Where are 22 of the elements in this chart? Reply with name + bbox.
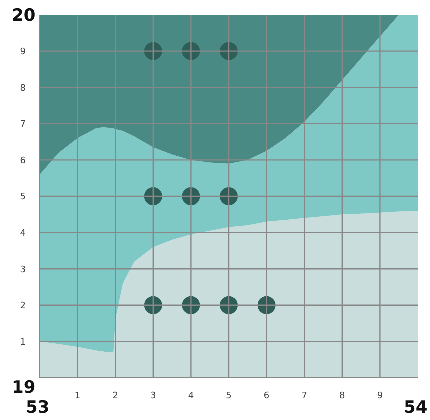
text: 53: [26, 398, 50, 418]
y-tick-label: 8: [20, 84, 26, 94]
x-tick-label: 4: [188, 391, 194, 402]
y-tick-label: 6: [20, 156, 26, 166]
y-tick-label: 1: [20, 338, 26, 348]
text: 20: [12, 6, 36, 26]
text: 54: [404, 398, 428, 418]
x-tick-label: 3: [150, 391, 156, 402]
y-tick-label: 2: [20, 302, 26, 312]
y-tick-label: 5: [20, 192, 26, 203]
text: 19: [12, 378, 36, 398]
x-tick-label: 2: [112, 391, 118, 402]
y-tick-label: 3: [20, 265, 26, 276]
y-tick-label: 9: [20, 47, 26, 58]
x-tick-label: 1: [74, 391, 81, 402]
x-tick-label: 8: [340, 391, 346, 402]
x-tick-label: 5: [226, 391, 232, 402]
x-tick-label: 6: [264, 391, 270, 402]
y-tick-label: 4: [20, 228, 26, 239]
x-tick-label: 9: [377, 391, 384, 402]
y-tick-label: 7: [20, 120, 26, 130]
x-tick-label: 7: [302, 391, 308, 402]
